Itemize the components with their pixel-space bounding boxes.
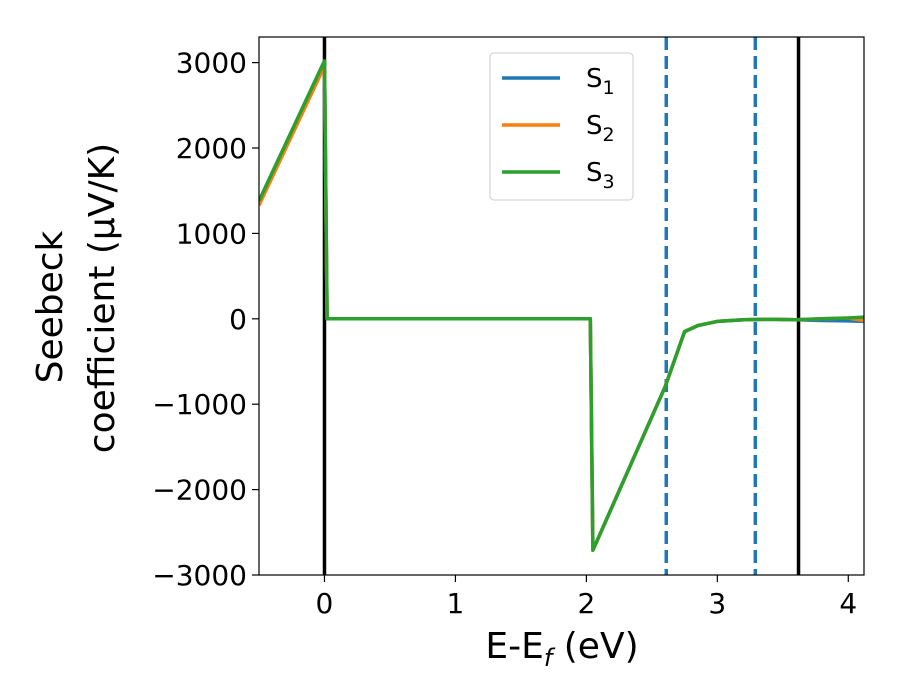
legend: S1 S2 S3	[489, 52, 634, 201]
y-tick-label: 2000	[176, 132, 247, 165]
series-line-s3	[259, 59, 864, 552]
x-tick-label: 4	[839, 587, 857, 620]
legend-box	[489, 52, 634, 201]
y-tick-label: 0	[229, 303, 247, 336]
y-axis-title-line2: coefficient (μV/K)	[82, 143, 123, 453]
legend-label-s1: S1	[586, 64, 615, 99]
legend-label-s2: S2	[586, 111, 615, 146]
y-tick-label: −3000	[152, 559, 247, 592]
y-tick-label: −2000	[152, 474, 247, 507]
x-axis-title: E-Ef (eV)	[485, 626, 638, 672]
y-tick-label: 3000	[176, 47, 247, 80]
legend-label-s3: S3	[586, 158, 615, 193]
x-tick-label: 1	[447, 587, 465, 620]
plot-frame	[258, 36, 865, 576]
y-tick-label: −1000	[152, 388, 247, 421]
y-tick-label: 1000	[176, 217, 247, 250]
y-axis-title-line1: Seebeck	[30, 230, 71, 383]
x-tick-label: 3	[708, 587, 726, 620]
x-tick-label: 2	[577, 587, 595, 620]
x-tick-label: 0	[316, 587, 334, 620]
